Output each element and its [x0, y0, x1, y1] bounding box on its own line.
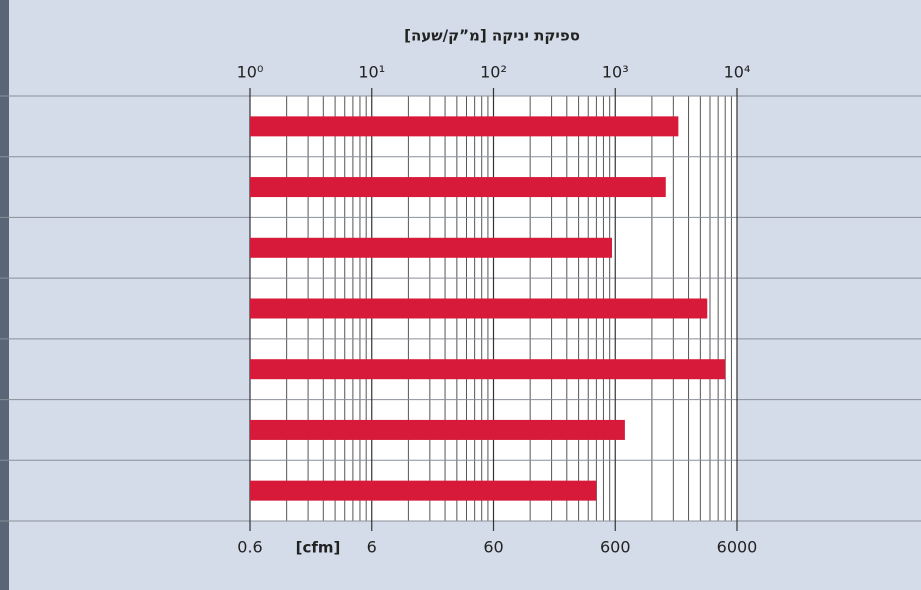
x-tick-label: 10¹: [358, 63, 385, 82]
bar: [250, 359, 725, 379]
bar: [250, 177, 666, 197]
x2-axis-label: [cfm]: [296, 539, 341, 557]
x-tick-label: 10⁰: [237, 63, 264, 82]
x2-tick-label: 6000: [717, 538, 758, 557]
chart: ספיקת יניקה [מ”ק/שעה] [cfm] 10⁰ 10¹ 10² 10³…: [0, 0, 921, 590]
bar: [250, 420, 625, 440]
left-edge: [0, 0, 9, 590]
x2-tick-label: 0.6: [237, 538, 262, 557]
x-tick-label: 10²: [480, 63, 507, 82]
bar: [250, 481, 596, 501]
x2-tick-label: 60: [483, 538, 503, 557]
chart-title: ספיקת יניקה [מ”ק/שעה]: [404, 27, 580, 45]
x-tick-label: 10³: [602, 63, 629, 82]
bar: [250, 238, 612, 258]
bar: [250, 116, 678, 136]
x-tick-label: 10⁴: [724, 63, 751, 82]
x2-tick-label: 6: [367, 538, 377, 557]
bar: [250, 299, 707, 319]
x2-tick-label: 600: [600, 538, 631, 557]
